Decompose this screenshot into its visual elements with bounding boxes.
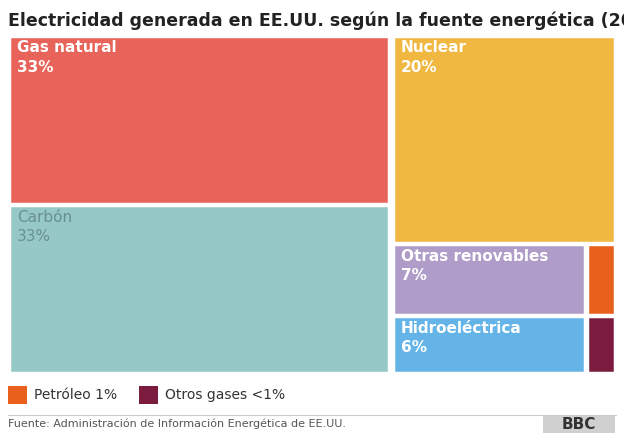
Text: Petróleo 1%: Petróleo 1% — [34, 388, 117, 402]
Text: Carbón
33%: Carbón 33% — [17, 210, 72, 244]
Text: Nuclear
20%: Nuclear 20% — [401, 40, 467, 74]
Text: Otros gases <1%: Otros gases <1% — [165, 388, 286, 402]
Text: BBC: BBC — [562, 417, 596, 432]
Text: Electricidad generada en EE.UU. según la fuente energética (2015): Electricidad generada en EE.UU. según la… — [8, 11, 624, 30]
Text: Gas natural
33%: Gas natural 33% — [17, 40, 117, 74]
Text: Fuente: Administración de Información Energética de EE.UU.: Fuente: Administración de Información En… — [8, 419, 346, 429]
Text: Hidroeléctrica
6%: Hidroeléctrica 6% — [401, 321, 522, 355]
Text: Otras renovables
7%: Otras renovables 7% — [401, 249, 548, 283]
